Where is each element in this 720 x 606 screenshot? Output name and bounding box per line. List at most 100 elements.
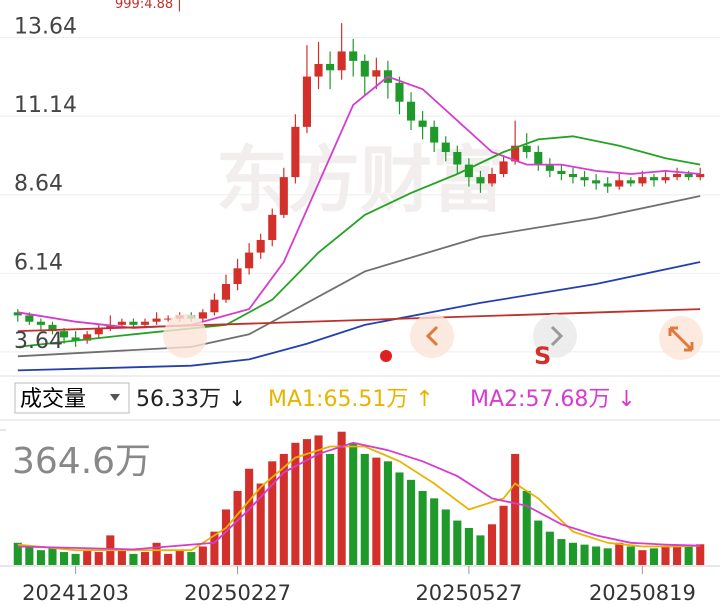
volume-bar — [383, 461, 392, 565]
volume-bar — [453, 520, 462, 565]
volume-bar — [60, 552, 69, 565]
candle-body — [152, 318, 161, 322]
ma2-label: MA2:57.68万 ↓ — [470, 387, 636, 412]
nav-button[interactable] — [533, 314, 577, 358]
candle-body — [557, 170, 566, 174]
y-tick-label: 13.64 — [14, 15, 77, 40]
candle-body — [48, 324, 57, 332]
volume-bar — [210, 531, 219, 565]
volume-bar — [441, 509, 450, 565]
candle-body — [395, 82, 404, 102]
candle-body — [638, 177, 647, 184]
volume-bar — [314, 435, 323, 565]
candle-body — [302, 76, 311, 127]
x-tick-label: 20250227 — [184, 581, 291, 605]
candle-body — [106, 324, 115, 328]
next-arrow — [550, 325, 564, 347]
candle-body — [661, 177, 670, 181]
ma-line — [17, 308, 701, 332]
candle-body — [268, 214, 277, 240]
x-tick-label: 20241203 — [22, 581, 129, 605]
volume-bar — [187, 552, 196, 565]
candle-body — [256, 240, 265, 253]
candle-body — [326, 64, 335, 71]
volume-bar — [279, 453, 288, 565]
y-tick-label: 11.14 — [14, 93, 77, 118]
candle-body — [129, 321, 138, 325]
volume-bar — [592, 546, 601, 565]
volume-bar — [13, 542, 22, 565]
candle-body — [291, 126, 300, 178]
candle-body — [279, 177, 288, 215]
volume-bar — [48, 548, 57, 565]
volume-bar — [140, 552, 150, 565]
candle-body — [221, 284, 231, 300]
fullscreen-icon — [668, 326, 694, 352]
candle-body — [94, 328, 103, 335]
candle-body — [603, 183, 612, 187]
nav-button[interactable] — [410, 314, 454, 358]
candle-body — [453, 152, 462, 165]
x-tick-label: 20250819 — [589, 581, 696, 605]
volume-bar — [233, 490, 242, 565]
volume-bar — [638, 550, 647, 565]
volume-bar — [268, 461, 277, 565]
volume-bar — [337, 431, 346, 565]
volume-bar — [349, 442, 358, 565]
prev-arrow — [425, 325, 439, 347]
volume-bar — [164, 553, 173, 565]
candle-body — [245, 252, 254, 269]
volume-bar — [673, 544, 682, 565]
candle-body — [487, 174, 497, 184]
volume-bar — [372, 457, 381, 565]
volume-bar — [534, 520, 543, 565]
volume-bar — [326, 453, 335, 565]
candle-body — [233, 268, 242, 284]
volume-bar — [198, 546, 207, 565]
volume-bar — [603, 548, 612, 565]
volume-bar — [511, 453, 520, 565]
candle-body — [568, 174, 578, 178]
nav-button[interactable] — [163, 314, 207, 358]
volume-bar — [684, 546, 693, 565]
candle-body — [464, 164, 473, 178]
ma-line — [17, 261, 701, 372]
volume-bar — [661, 546, 670, 565]
candle-body — [592, 180, 601, 184]
volume-bar — [430, 498, 439, 565]
volume-bar — [175, 550, 184, 565]
volume-bar — [360, 453, 369, 565]
candle-body — [210, 299, 219, 313]
volume-bar — [291, 442, 300, 565]
volume-bar — [94, 552, 103, 565]
indicator-dropdown[interactable] — [14, 382, 130, 414]
volume-bar — [557, 539, 566, 565]
volume-bar — [626, 546, 635, 565]
volume-bar — [615, 542, 624, 565]
candle-body — [545, 164, 554, 171]
candle-body — [198, 312, 207, 319]
candle-body — [626, 180, 635, 184]
volume-bar — [395, 472, 404, 565]
ma-line — [17, 445, 701, 552]
candle-body — [499, 161, 508, 174]
candle-body — [13, 312, 22, 316]
candle-body — [25, 315, 34, 322]
candle-body — [407, 101, 416, 121]
candle-body — [71, 337, 80, 341]
candle-body — [441, 142, 450, 152]
ma-line — [17, 135, 701, 348]
signal-label: S — [534, 342, 551, 370]
top-label: 999:4.88 | — [115, 0, 182, 12]
volume-bar — [245, 468, 254, 565]
watermark: 东方财富 — [216, 138, 504, 222]
candle-body — [615, 180, 624, 187]
volume-bar — [499, 505, 508, 565]
candle-body — [418, 120, 427, 127]
ma1-label: MA1:65.51万 ↑ — [268, 387, 434, 412]
volume-bar — [476, 535, 485, 565]
candle-body — [60, 331, 69, 338]
indicator-name[interactable]: 成交量 — [20, 387, 86, 412]
signal-dot — [380, 350, 392, 362]
y-tick-label: 364.6万 — [12, 441, 151, 482]
